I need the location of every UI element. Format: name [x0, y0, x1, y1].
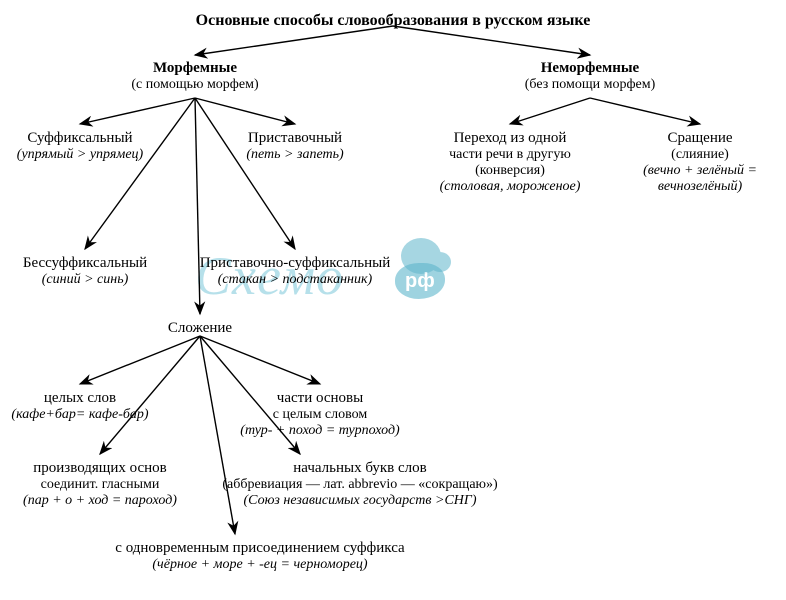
node-sub: (аббревиация — лат. abbrevio — «сокращаю…	[185, 477, 535, 493]
node-title: Сложение	[130, 320, 270, 337]
node-c_withsuff: с одновременным присоединением суффикса(…	[80, 540, 440, 573]
node-title: части основы	[210, 390, 430, 407]
node-conversion: Переход из однойчасти речи в другую(конв…	[415, 130, 605, 196]
node-c_abbrev: начальных букв слов(аббревиация — лат. a…	[185, 460, 535, 509]
edge-compound-c_stemword	[200, 336, 320, 384]
node-suffix: Суффиксальный(упрямый > упрямец)	[0, 130, 165, 163]
node-title: производящих основ	[0, 460, 200, 477]
node-title: целых слов	[0, 390, 170, 407]
node-example: (синий > синь)	[0, 272, 170, 288]
node-sub: (без помощи морфем)	[470, 77, 710, 93]
node-fusion: Сращение(слияние)(вечно + зелёный =вечно…	[610, 130, 786, 196]
node-sub: с целым словом	[210, 407, 430, 423]
node-c_stemword: части основыс целым словом(тур- + поход …	[210, 390, 430, 439]
node-title: Основные способы словообразования в русс…	[133, 12, 653, 30]
node-title: Морфемные	[85, 60, 305, 77]
node-sub: (слияние)	[610, 147, 786, 163]
edge-compound-c_words	[80, 336, 200, 384]
node-example: (вечно + зелёный =	[610, 163, 786, 179]
node-example: (упрямый > упрямец)	[0, 147, 165, 163]
node-c_stems: производящих основсоединит. гласными(пар…	[0, 460, 200, 509]
node-prefsuff: Приставочно-суффиксальный(стакан > подст…	[180, 255, 410, 288]
node-prefix: Приставочный(петь > запеть)	[215, 130, 375, 163]
node-example: (петь > запеть)	[215, 147, 375, 163]
node-example2: вечнозелёный)	[610, 179, 786, 195]
node-example: (стакан > подстаканник)	[180, 272, 410, 288]
node-compound: Сложение	[130, 320, 270, 337]
node-example: (пар + о + ход = пароход)	[0, 493, 200, 509]
node-sub: (с помощью морфем)	[85, 77, 305, 93]
node-example: (столовая, мороженое)	[415, 179, 605, 195]
node-title: Бессуффиксальный	[0, 255, 170, 272]
node-title: Переход из одной	[415, 130, 605, 147]
edge-morf-zerosuffix	[85, 98, 195, 249]
node-example: (Союз независимых государств >СНГ)	[185, 493, 535, 509]
node-nemorf: Неморфемные(без помощи морфем)	[470, 60, 710, 93]
node-example: (чёрное + море + -ец = черноморец)	[80, 557, 440, 573]
edge-nemorf-fusion	[590, 98, 700, 124]
node-title: Неморфемные	[470, 60, 710, 77]
node-zerosuffix: Бессуффиксальный(синий > синь)	[0, 255, 170, 288]
node-title: начальных букв слов	[185, 460, 535, 477]
node-title: Суффиксальный	[0, 130, 165, 147]
node-morf: Морфемные(с помощью морфем)	[85, 60, 305, 93]
node-example: (тур- + поход = турпоход)	[210, 423, 430, 439]
node-title: Приставочно-суффиксальный	[180, 255, 410, 272]
node-c_words: целых слов(кафе+бар= кафе-бар)	[0, 390, 170, 423]
node-sub: соединит. гласными	[0, 477, 200, 493]
node-title: Приставочный	[215, 130, 375, 147]
edge-morf-prefsuff	[195, 98, 295, 249]
edge-morf-prefix	[195, 98, 295, 124]
node-example: (кафе+бар= кафе-бар)	[0, 407, 170, 423]
edge-morf-suffix	[80, 98, 195, 124]
node-title: Сращение	[610, 130, 786, 147]
edge-nemorf-conversion	[510, 98, 590, 124]
node-root: Основные способы словообразования в русс…	[133, 12, 653, 30]
node-sub2: (конверсия)	[415, 163, 605, 179]
node-sub: части речи в другую	[415, 147, 605, 163]
node-title: с одновременным присоединением суффикса	[80, 540, 440, 557]
